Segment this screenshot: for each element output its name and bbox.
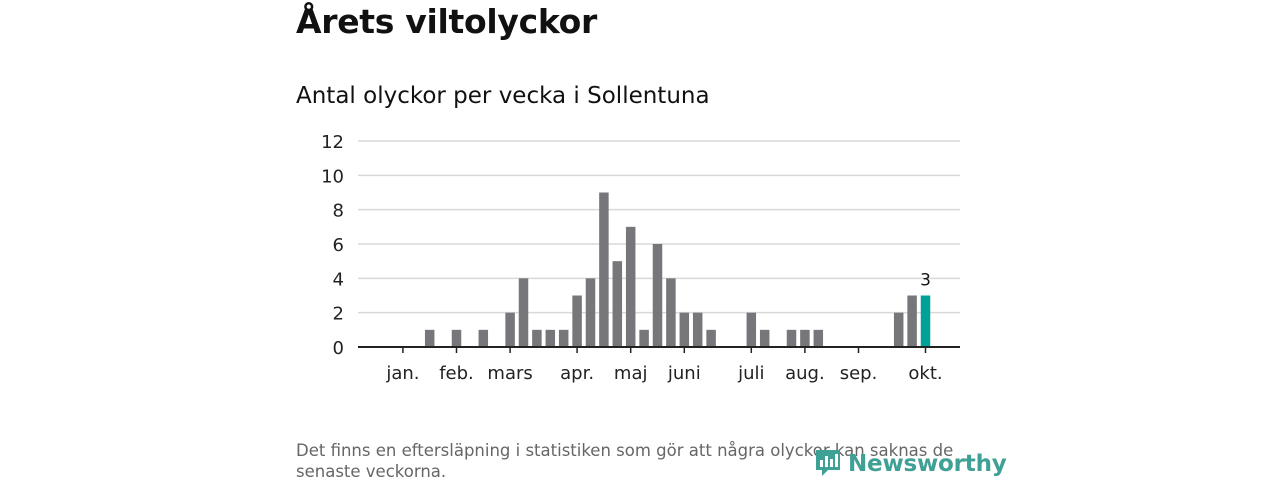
bar	[599, 192, 609, 347]
chart-title: Antal olyckor per vecka i Sollentuna	[296, 83, 710, 109]
bar-highlight	[920, 295, 931, 347]
y-axis-ticks: 0 2 4 6 8 10 12	[321, 132, 344, 359]
bar-chart: 0 2 4 6 8 10 12 jan. feb. mars apr. maj juni juli aug…	[321, 132, 960, 384]
data-labels: 3	[920, 271, 931, 291]
bar	[612, 261, 623, 347]
x-axis-ticks: jan. feb. mars apr. maj juni juli aug. sep. okt.	[385, 347, 943, 384]
x-tick-label: maj	[614, 363, 648, 384]
y-tick-label: 8	[333, 201, 344, 222]
bar	[572, 295, 582, 347]
bar	[558, 329, 569, 347]
bar	[532, 329, 542, 347]
x-tick-label: juli	[737, 363, 764, 384]
bar	[652, 244, 663, 347]
x-tick-label: mars	[487, 363, 532, 384]
x-tick-label: feb.	[439, 363, 474, 384]
y-tick-label: 4	[333, 269, 344, 290]
y-tick-label: 10	[321, 166, 344, 187]
x-tick-label: juni	[667, 363, 701, 384]
bar	[478, 329, 489, 347]
x-tick-label: sep.	[840, 363, 878, 384]
y-tick-label: 0	[333, 338, 344, 359]
bar	[800, 329, 810, 347]
bar	[893, 312, 904, 347]
x-tick-label: apr.	[560, 363, 594, 384]
bar	[666, 278, 676, 347]
bar	[545, 329, 556, 347]
bar	[813, 329, 824, 347]
bar	[585, 278, 596, 347]
bar	[639, 329, 649, 347]
x-tick-label: jan.	[385, 363, 419, 384]
brand-name: Newsworthy	[848, 451, 1007, 477]
footnote: Det finns en eftersläpning i statistiken…	[296, 441, 954, 481]
y-tick-label: 6	[333, 235, 344, 256]
bar	[518, 278, 529, 347]
bar	[692, 312, 703, 347]
x-tick-label: aug.	[785, 363, 825, 384]
y-tick-label: 12	[321, 132, 344, 153]
bar	[679, 312, 690, 347]
bar	[706, 329, 716, 347]
bars	[424, 192, 931, 347]
newsworthy-logo-icon	[814, 446, 842, 482]
page-title: Årets viltolyckor	[296, 2, 597, 41]
bar	[424, 329, 435, 347]
x-tick-label: okt.	[908, 363, 942, 384]
bar	[746, 312, 757, 347]
bar	[786, 329, 797, 347]
brand-logo[interactable]: Newsworthy	[814, 446, 1007, 482]
bar	[505, 312, 515, 347]
bar	[759, 329, 770, 347]
y-tick-label: 2	[333, 304, 344, 325]
bar	[451, 329, 462, 347]
data-label: 3	[920, 271, 931, 291]
bar	[907, 295, 917, 347]
bar	[625, 226, 636, 347]
